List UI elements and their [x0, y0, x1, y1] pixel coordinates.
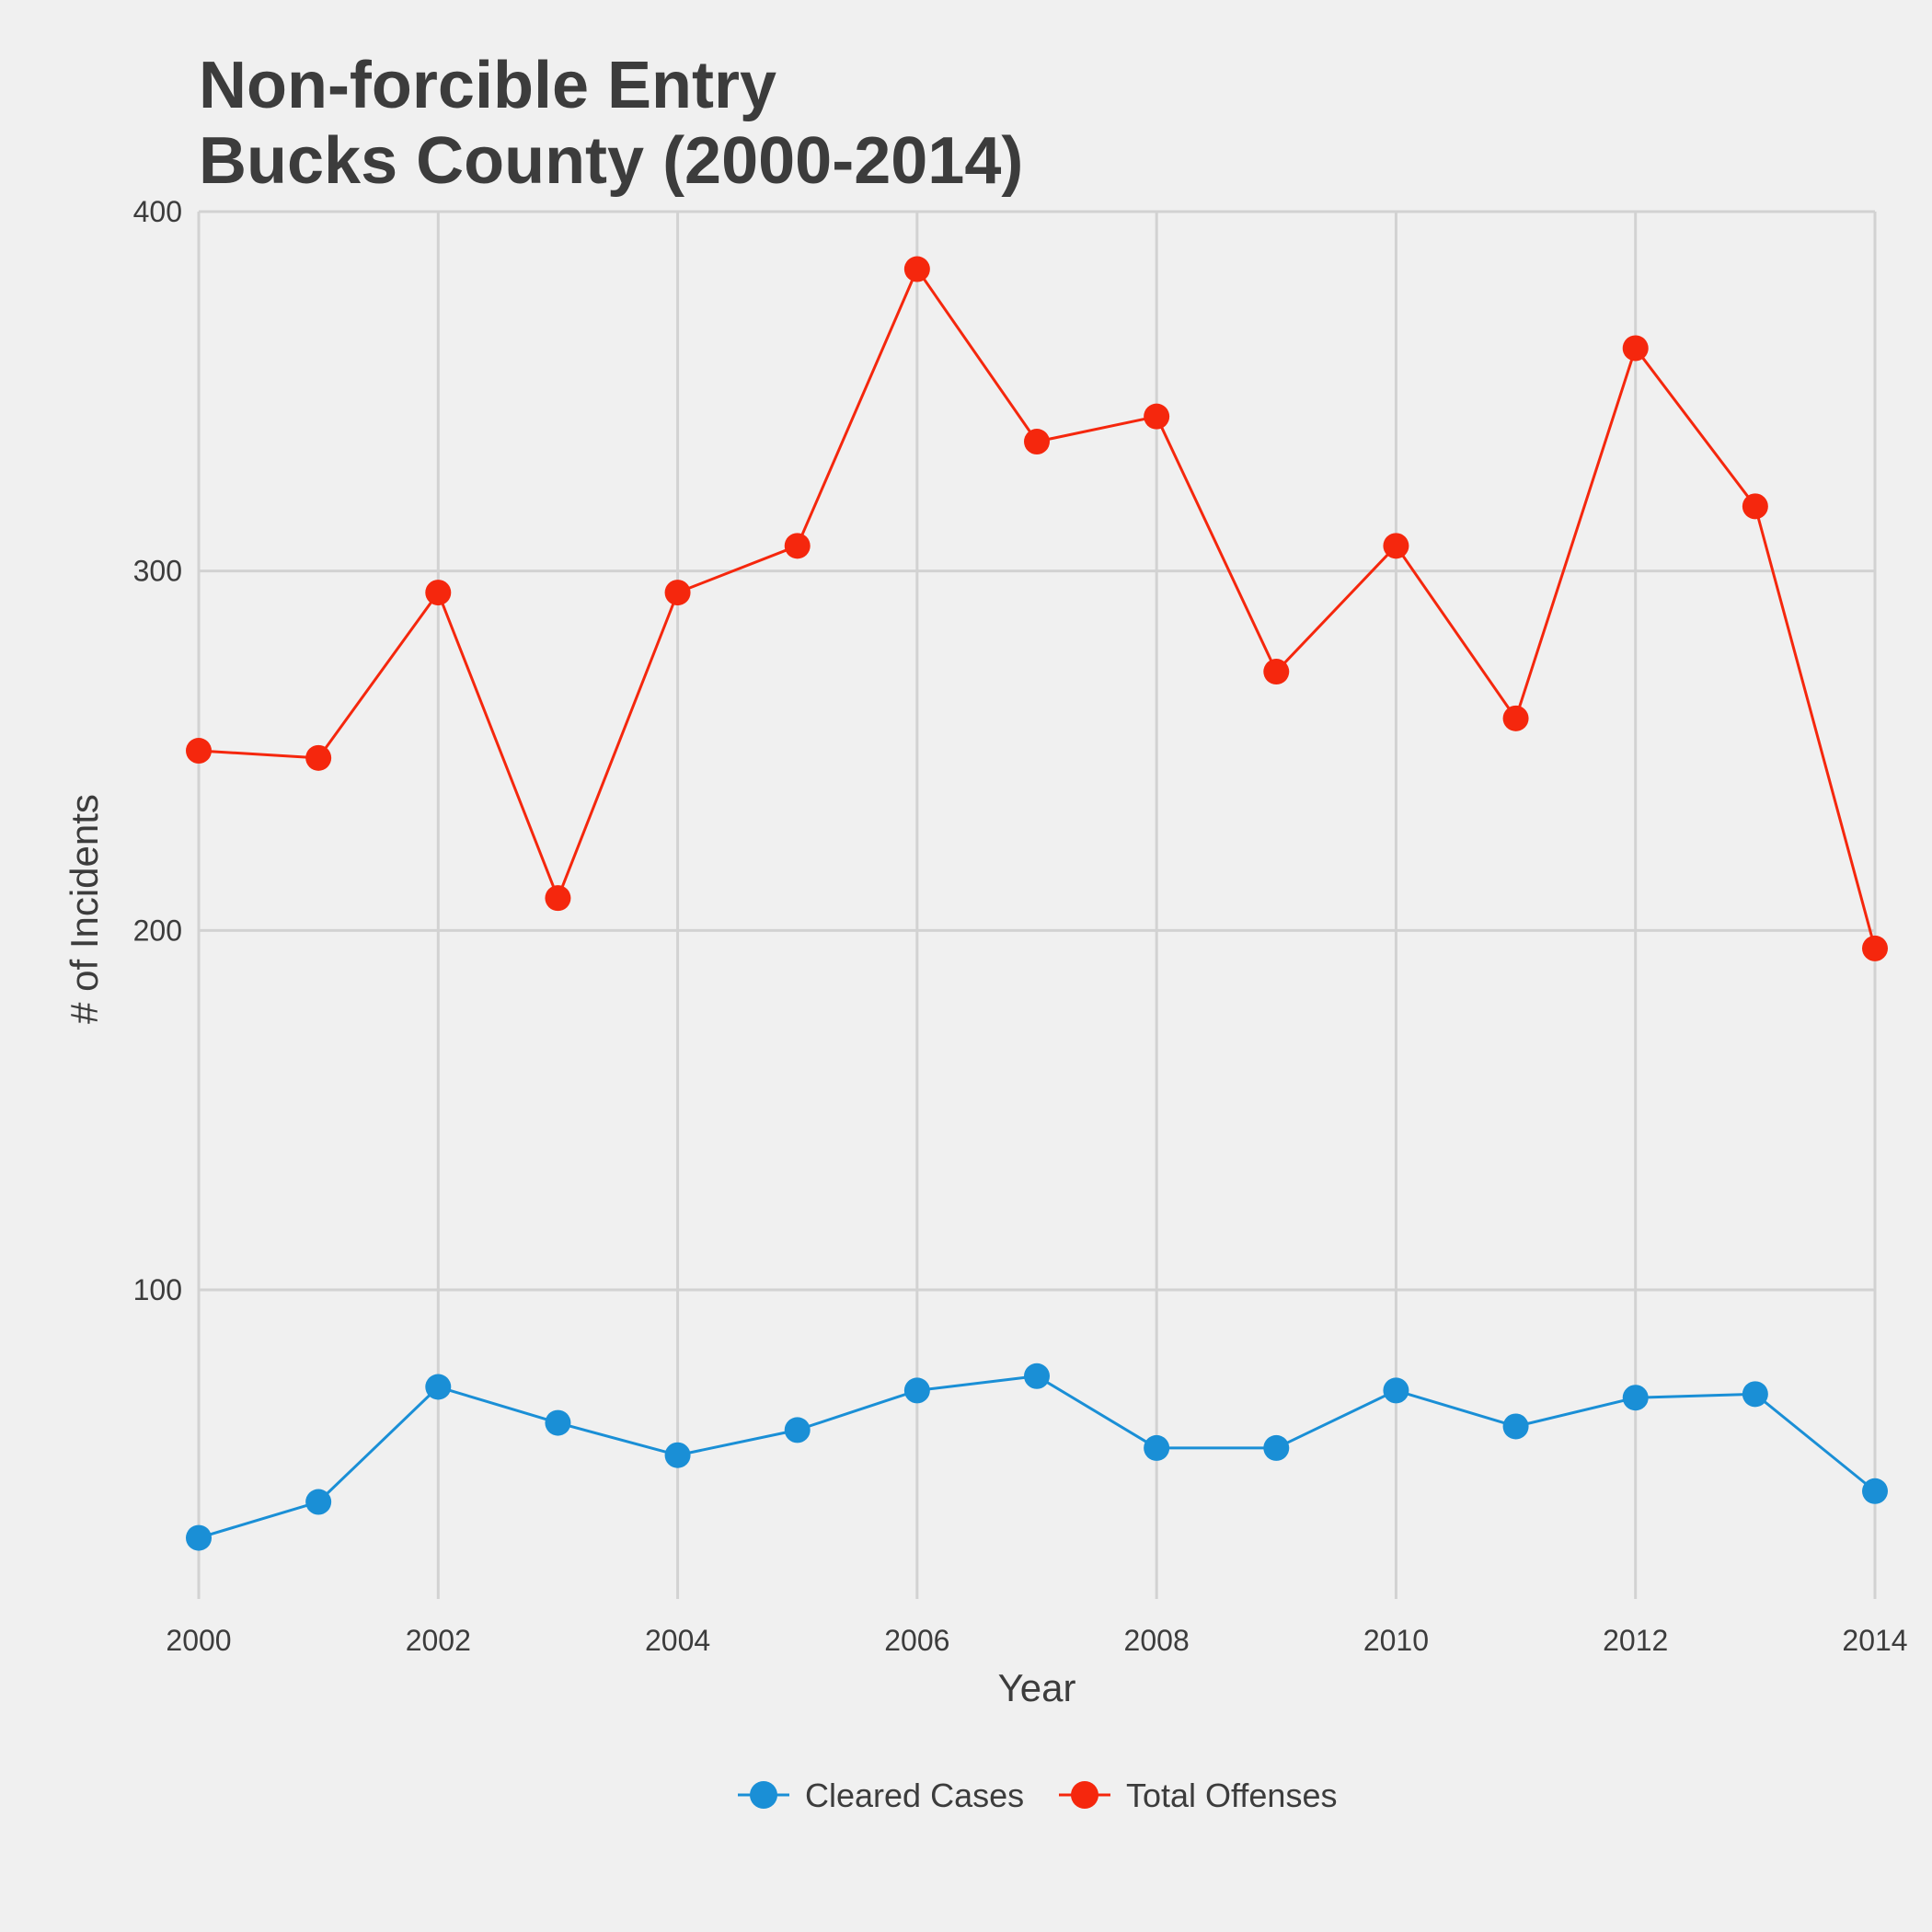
y-tick-label: 300: [133, 555, 182, 588]
data-point-total-offenses: [1144, 403, 1170, 430]
chart-title: Non-forcible Entry Bucks County (2000-20…: [199, 48, 1023, 199]
legend: Cleared Cases Total Offenses: [738, 1777, 1337, 1814]
chart-title-line-2: Bucks County (2000-2014): [199, 124, 1024, 198]
data-point-total-offenses: [784, 533, 811, 559]
data-point-cleared-cases: [1742, 1381, 1768, 1408]
gridlines: [197, 210, 1877, 1599]
x-axis-title: Year: [998, 1666, 1076, 1709]
data-point-total-offenses: [305, 744, 332, 771]
x-tick-label: 2008: [1124, 1624, 1190, 1657]
data-point-cleared-cases: [1024, 1363, 1050, 1389]
x-tick-label: 2006: [884, 1624, 949, 1657]
data-point-cleared-cases: [1862, 1478, 1888, 1504]
data-point-cleared-cases: [425, 1374, 452, 1400]
data-point-cleared-cases: [186, 1524, 212, 1551]
data-point-total-offenses: [903, 256, 930, 282]
data-point-cleared-cases: [903, 1377, 930, 1404]
data-point-cleared-cases: [664, 1442, 691, 1468]
data-point-total-offenses: [425, 580, 452, 606]
x-tick-label: 2010: [1363, 1624, 1429, 1657]
y-tick-label: 400: [133, 195, 182, 228]
legend-label-total-offenses: Total Offenses: [1126, 1777, 1337, 1814]
data-point-total-offenses: [545, 885, 571, 912]
x-tick-label: 2002: [406, 1624, 471, 1657]
data-point-total-offenses: [1024, 429, 1050, 455]
x-tick-label: 2012: [1603, 1624, 1668, 1657]
data-point-total-offenses: [1502, 705, 1529, 731]
series-line-total-offenses: [198, 268, 1877, 949]
axes: Year # of Incidents 100 200 300 400 2000 2002…: [63, 195, 1908, 1709]
legend-label-cleared-cases: Cleared Cases: [805, 1777, 1024, 1814]
data-point-total-offenses: [664, 580, 691, 606]
legend-marker-cleared-cases: [750, 1781, 777, 1809]
legend-marker-total-offenses: [1071, 1781, 1098, 1809]
data-point-cleared-cases: [1622, 1385, 1649, 1411]
y-tick-label: 200: [133, 914, 182, 947]
data-point-cleared-cases: [305, 1489, 332, 1515]
data-point-cleared-cases: [1383, 1377, 1409, 1404]
series-cleared-cases: [186, 1363, 1888, 1551]
series-total-offenses: [186, 256, 1888, 961]
x-tick-label: 2004: [645, 1624, 710, 1657]
data-point-cleared-cases: [545, 1409, 571, 1436]
x-tick-label: 2014: [1842, 1624, 1907, 1657]
data-point-cleared-cases: [1263, 1434, 1290, 1461]
series-layer: [186, 256, 1888, 1551]
data-point-cleared-cases: [1144, 1434, 1170, 1461]
data-point-total-offenses: [1742, 493, 1768, 520]
data-point-total-offenses: [1263, 659, 1290, 685]
data-point-total-offenses: [1383, 533, 1409, 559]
y-tick-label: 100: [133, 1273, 182, 1306]
data-point-cleared-cases: [784, 1417, 811, 1443]
chart-title-line-1: Non-forcible Entry: [199, 49, 777, 122]
y-axis-title: # of Incidents: [63, 794, 106, 1024]
data-point-total-offenses: [186, 738, 212, 765]
data-point-total-offenses: [1862, 935, 1888, 961]
data-point-cleared-cases: [1502, 1413, 1529, 1440]
x-tick-label: 2000: [166, 1624, 231, 1657]
data-point-total-offenses: [1622, 335, 1649, 362]
